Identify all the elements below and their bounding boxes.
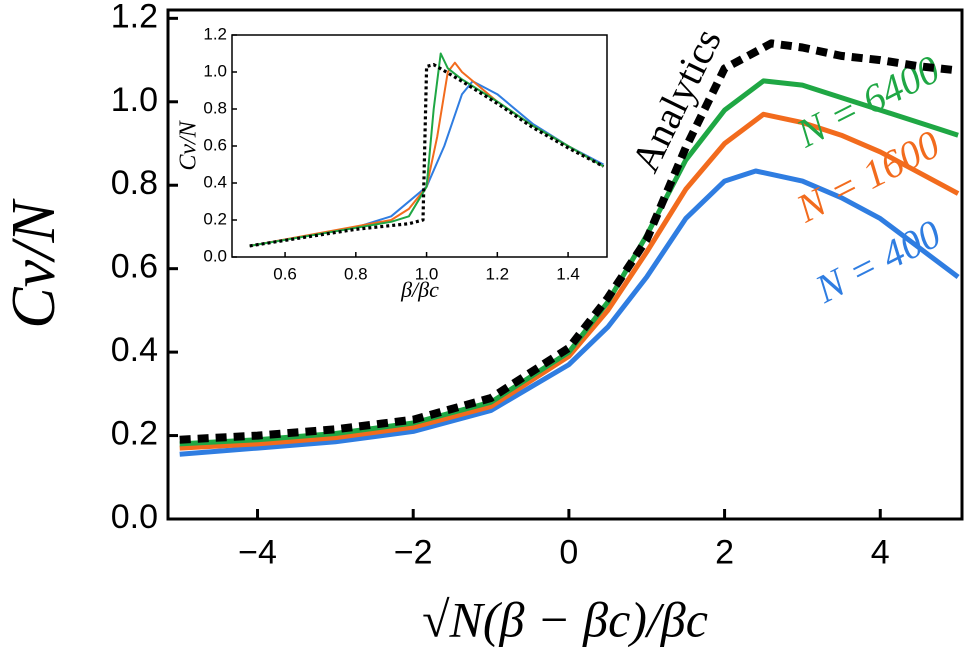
x-tick-label: −4 (238, 534, 277, 572)
x-tick-label: 4 (871, 534, 890, 572)
inset-background (232, 35, 607, 257)
y-tick-label: 1.2 (203, 24, 227, 43)
y-tick-label: 0.4 (203, 172, 227, 191)
x-tick-label: 1.4 (556, 264, 580, 283)
y-tick-label: 0.8 (111, 164, 158, 202)
y-tick-label: 0.2 (203, 209, 227, 228)
y-tick-label: 0.8 (203, 98, 227, 117)
x-tick-label: −2 (394, 534, 433, 572)
y-axis-label: Cv/N (0, 198, 68, 329)
x-tick-label: 0 (559, 534, 578, 572)
y-tick-label: 1.0 (111, 81, 158, 119)
x-axis-label: β/βc (400, 277, 439, 302)
y-tick-label: 0.0 (111, 498, 158, 536)
plot-frame (231, 34, 608, 258)
x-tick-label: 0.6 (273, 264, 297, 283)
series-line (249, 80, 604, 247)
x-tick-label: 1.0 (415, 264, 439, 283)
plot-frame (166, 8, 964, 521)
series-label: N = 400 (807, 211, 947, 312)
y-axis-label: Cv/N (176, 119, 202, 170)
series-line (179, 78, 959, 447)
y-tick-label: 0.6 (203, 135, 227, 154)
y-tick-label: 0.0 (203, 246, 227, 265)
y-tick-label: 1.2 (111, 0, 158, 35)
x-axis-label: √N(β − βc)/βc (422, 591, 708, 647)
series-line (249, 52, 604, 247)
series-line (179, 39, 959, 444)
x-tick-label: 2 (715, 534, 734, 572)
y-tick-label: 0.4 (111, 331, 158, 369)
series-line (249, 62, 605, 248)
y-tick-label: 0.2 (111, 415, 158, 453)
y-tick-label: 0.6 (111, 248, 158, 286)
series-line (179, 168, 960, 457)
x-tick-label: 0.8 (344, 264, 368, 283)
x-tick-label: 1.2 (486, 264, 510, 283)
y-tick-label: 1.0 (203, 61, 227, 80)
series-line (179, 111, 960, 451)
